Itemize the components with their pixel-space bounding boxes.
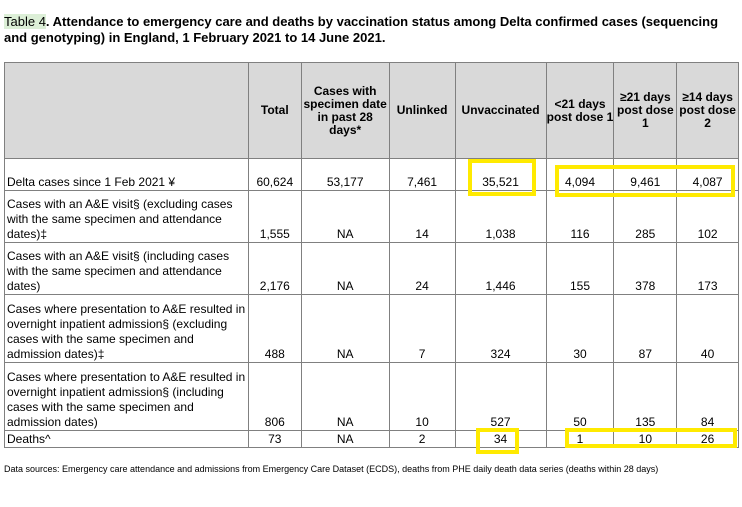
table-cell: 10 — [388, 362, 456, 431]
row-label: Delta cases since 1 Feb 2021 ¥ — [4, 158, 249, 191]
table-row: Cases with an A&E visit§ (excluding case… — [4, 190, 739, 243]
column-header: Cases with specimen date in past 28 days… — [300, 62, 390, 159]
table-cell: 135 — [613, 362, 678, 431]
table-cell: 1,038 — [454, 190, 547, 243]
table-cell: 14 — [388, 190, 456, 243]
column-header: Unvaccinated — [454, 62, 547, 159]
table-cell: 4,094 — [545, 158, 615, 191]
table-row: Deaths^ 73 NA 2 34 1 10 26 — [4, 430, 739, 448]
table-cell: 285 — [613, 190, 678, 243]
table-cell: NA — [300, 362, 390, 431]
row-label: Deaths^ — [4, 430, 249, 448]
row-label: Cases where presentation to A&E resulted… — [4, 362, 249, 431]
header-row: Total Cases with specimen date in past 2… — [4, 62, 739, 159]
table-cell: 7 — [388, 294, 456, 363]
table-cell: NA — [300, 242, 390, 295]
table-cell: 1,446 — [454, 242, 547, 295]
column-header — [4, 62, 249, 159]
table-cell: 7,461 — [388, 158, 456, 191]
table-row: Cases where presentation to A&E resulted… — [4, 294, 739, 363]
table-cell: 35,521 — [454, 158, 547, 191]
table-cell: 173 — [676, 242, 739, 295]
row-label: Cases where presentation to A&E resulted… — [4, 294, 249, 363]
table-title: Table 4. Attendance to emergency care an… — [4, 14, 738, 46]
table-cell: 53,177 — [300, 158, 390, 191]
column-header: Unlinked — [388, 62, 456, 159]
table-cell: 488 — [247, 294, 302, 363]
table-cell: 73 — [247, 430, 302, 448]
table-cell: 527 — [454, 362, 547, 431]
table-cell: 30 — [545, 294, 615, 363]
table-cell: NA — [300, 430, 390, 448]
table-cell: 1 — [545, 430, 615, 448]
column-header: Total — [247, 62, 302, 159]
table-row: Delta cases since 1 Feb 2021 ¥ 60,624 53… — [4, 158, 739, 191]
table-cell: NA — [300, 190, 390, 243]
table-cell: 4,087 — [676, 158, 739, 191]
table-cell: 40 — [676, 294, 739, 363]
table-cell: 87 — [613, 294, 678, 363]
table-cell: 806 — [247, 362, 302, 431]
row-label: Cases with an A&E visit§ (including case… — [4, 242, 249, 295]
table-cell: 34 — [454, 430, 547, 448]
table-cell: 10 — [613, 430, 678, 448]
data-sources-note: Data sources: Emergency care attendance … — [4, 464, 659, 474]
table-number: Table 4 — [4, 14, 46, 29]
attendance-table: Total Cases with specimen date in past 2… — [4, 62, 739, 448]
table-cell: 2,176 — [247, 242, 302, 295]
column-header: <21 days post dose 1 — [545, 62, 615, 159]
table-cell: 102 — [676, 190, 739, 243]
table-cell: 1,555 — [247, 190, 302, 243]
table-cell: 24 — [388, 242, 456, 295]
table-row: Cases with an A&E visit§ (including case… — [4, 242, 739, 295]
column-header: ≥14 days post dose 2 — [676, 62, 739, 159]
table-cell: 324 — [454, 294, 547, 363]
table-caption: . Attendance to emergency care and death… — [4, 14, 719, 45]
table-cell: 84 — [676, 362, 739, 431]
column-header: ≥21 days post dose 1 — [613, 62, 678, 159]
table-cell: 378 — [613, 242, 678, 295]
table-cell: 2 — [388, 430, 456, 448]
table-cell: 116 — [545, 190, 615, 243]
table-cell: 9,461 — [613, 158, 678, 191]
table-cell: 60,624 — [247, 158, 302, 191]
table-cell: NA — [300, 294, 390, 363]
table-cell: 155 — [545, 242, 615, 295]
row-label: Cases with an A&E visit§ (excluding case… — [4, 190, 249, 243]
table-cell: 26 — [676, 430, 739, 448]
table-cell: 50 — [545, 362, 615, 431]
table-row: Cases where presentation to A&E resulted… — [4, 362, 739, 431]
